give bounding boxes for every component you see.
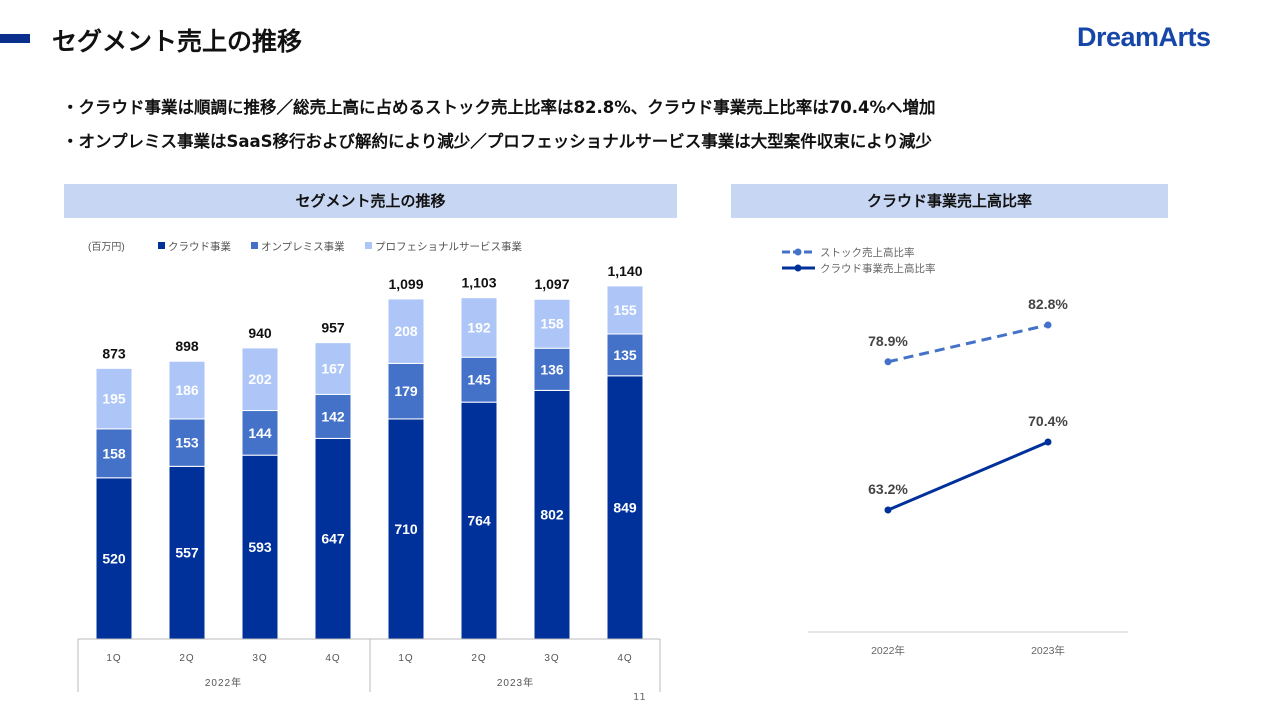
bar-total-label: 1,097: [534, 276, 569, 292]
legend-label: クラウド事業売上高比率: [820, 262, 936, 275]
bar-value-label: 186: [175, 382, 199, 398]
x-tick-label: 2023年: [1031, 644, 1065, 657]
bar-value-label: 195: [102, 391, 126, 407]
series-line: [887, 440, 1049, 512]
bar-chart-title: セグメント売上の推移: [64, 184, 677, 218]
x-tick-label: 2022年: [871, 644, 905, 657]
legend-marker: [794, 248, 802, 256]
legend-swatch: [158, 242, 165, 249]
bar-value-label: 153: [175, 435, 199, 451]
bar-segment: [241, 410, 279, 456]
bar-value-label: 202: [248, 371, 272, 387]
bar-value-label: 593: [248, 539, 272, 555]
bar-value-label: 764: [467, 513, 491, 529]
legend-swatch: [251, 242, 258, 249]
bar-total-label: 873: [102, 345, 126, 361]
bar-segment: [387, 298, 425, 364]
bar-segment: [460, 297, 498, 358]
data-label: 70.4%: [1028, 413, 1068, 429]
x-tick-label: 3Q: [544, 653, 559, 664]
bar-value-label: 647: [321, 531, 345, 547]
x-group-label: 2022年: [205, 676, 242, 689]
x-tick-label: 4Q: [325, 653, 340, 664]
bar-value-label: 142: [321, 408, 345, 424]
bar-value-label: 208: [394, 323, 418, 339]
bar-total-label: 957: [321, 320, 345, 336]
bar-value-label: 710: [394, 521, 418, 537]
bar-segment: [241, 454, 279, 640]
bar-value-label: 557: [175, 545, 199, 561]
line-chart-title: クラウド事業売上高比率: [731, 184, 1168, 218]
bar-segment: [168, 418, 206, 467]
title-accent-bar: [0, 34, 30, 43]
bar-segment: [460, 356, 498, 403]
bar-value-label: 849: [613, 499, 637, 515]
page-number: 11: [633, 692, 646, 703]
bar-value-label: 192: [467, 319, 491, 335]
x-tick-label: 4Q: [617, 653, 632, 664]
dreamarts-logo: DreamArts: [1077, 22, 1211, 52]
bullet-2: ・オンプレミス事業はSaaS移行および解約により減少／プロフェッショナルサービス…: [62, 132, 932, 151]
bar-segment: [460, 401, 498, 640]
bar-total-label: 1,099: [388, 276, 423, 292]
legend-label: ストック売上高比率: [820, 246, 915, 259]
bar-segment: [168, 360, 206, 420]
bar-segment: [533, 298, 571, 349]
x-tick-label: 2Q: [471, 653, 486, 664]
bar-segment: [314, 342, 352, 395]
data-label: 82.8%: [1028, 296, 1068, 312]
bar-segment: [606, 285, 644, 335]
data-point: [884, 506, 892, 514]
bar-value-label: 158: [540, 316, 564, 332]
bar-value-label: 144: [248, 425, 272, 441]
page-title: セグメント売上の推移: [52, 27, 303, 56]
bar-segment: [241, 347, 279, 412]
x-tick-label: 3Q: [252, 653, 267, 664]
bar-segment: [387, 362, 425, 420]
data-label: 63.2%: [868, 481, 908, 497]
x-tick-label: 2Q: [179, 653, 194, 664]
data-label: 78.9%: [868, 333, 908, 349]
bar-value-label: 135: [613, 347, 637, 363]
bar-segment: [95, 367, 133, 430]
legend-label: オンプレミス事業: [261, 240, 345, 253]
bar-value-label: 167: [321, 361, 345, 377]
bar-value-label: 158: [102, 445, 126, 461]
bar-value-label: 145: [467, 372, 491, 388]
bar-segment: [314, 393, 352, 439]
unit-label: (百万円): [88, 241, 125, 253]
bar-total-label: 898: [175, 338, 199, 354]
bar-value-label: 802: [540, 507, 564, 523]
x-tick-label: 1Q: [106, 653, 121, 664]
x-group-label: 2023年: [497, 676, 534, 689]
legend-swatch: [365, 242, 372, 249]
data-point: [1044, 321, 1052, 329]
bar-total-label: 940: [248, 325, 272, 341]
bar-value-label: 179: [394, 383, 418, 399]
bar-total-label: 1,103: [461, 275, 496, 291]
bar-value-label: 155: [613, 302, 637, 318]
bar-value-label: 136: [540, 361, 564, 377]
legend-label: クラウド事業: [168, 240, 231, 253]
data-point: [1044, 438, 1052, 446]
bar-total-label: 1,140: [607, 263, 642, 279]
bar-value-label: 520: [102, 550, 126, 566]
bar-segment: [533, 389, 571, 640]
legend-marker: [794, 264, 802, 272]
legend-label: プロフェショナルサービス事業: [375, 240, 522, 253]
x-tick-label: 1Q: [398, 653, 413, 664]
series-line: [887, 323, 1049, 364]
bullet-1: ・クラウド事業は順調に推移／総売上高に占めるストック売上比率は82.8%、クラウ…: [62, 98, 936, 117]
bar-segment: [314, 437, 352, 640]
data-point: [884, 358, 892, 366]
